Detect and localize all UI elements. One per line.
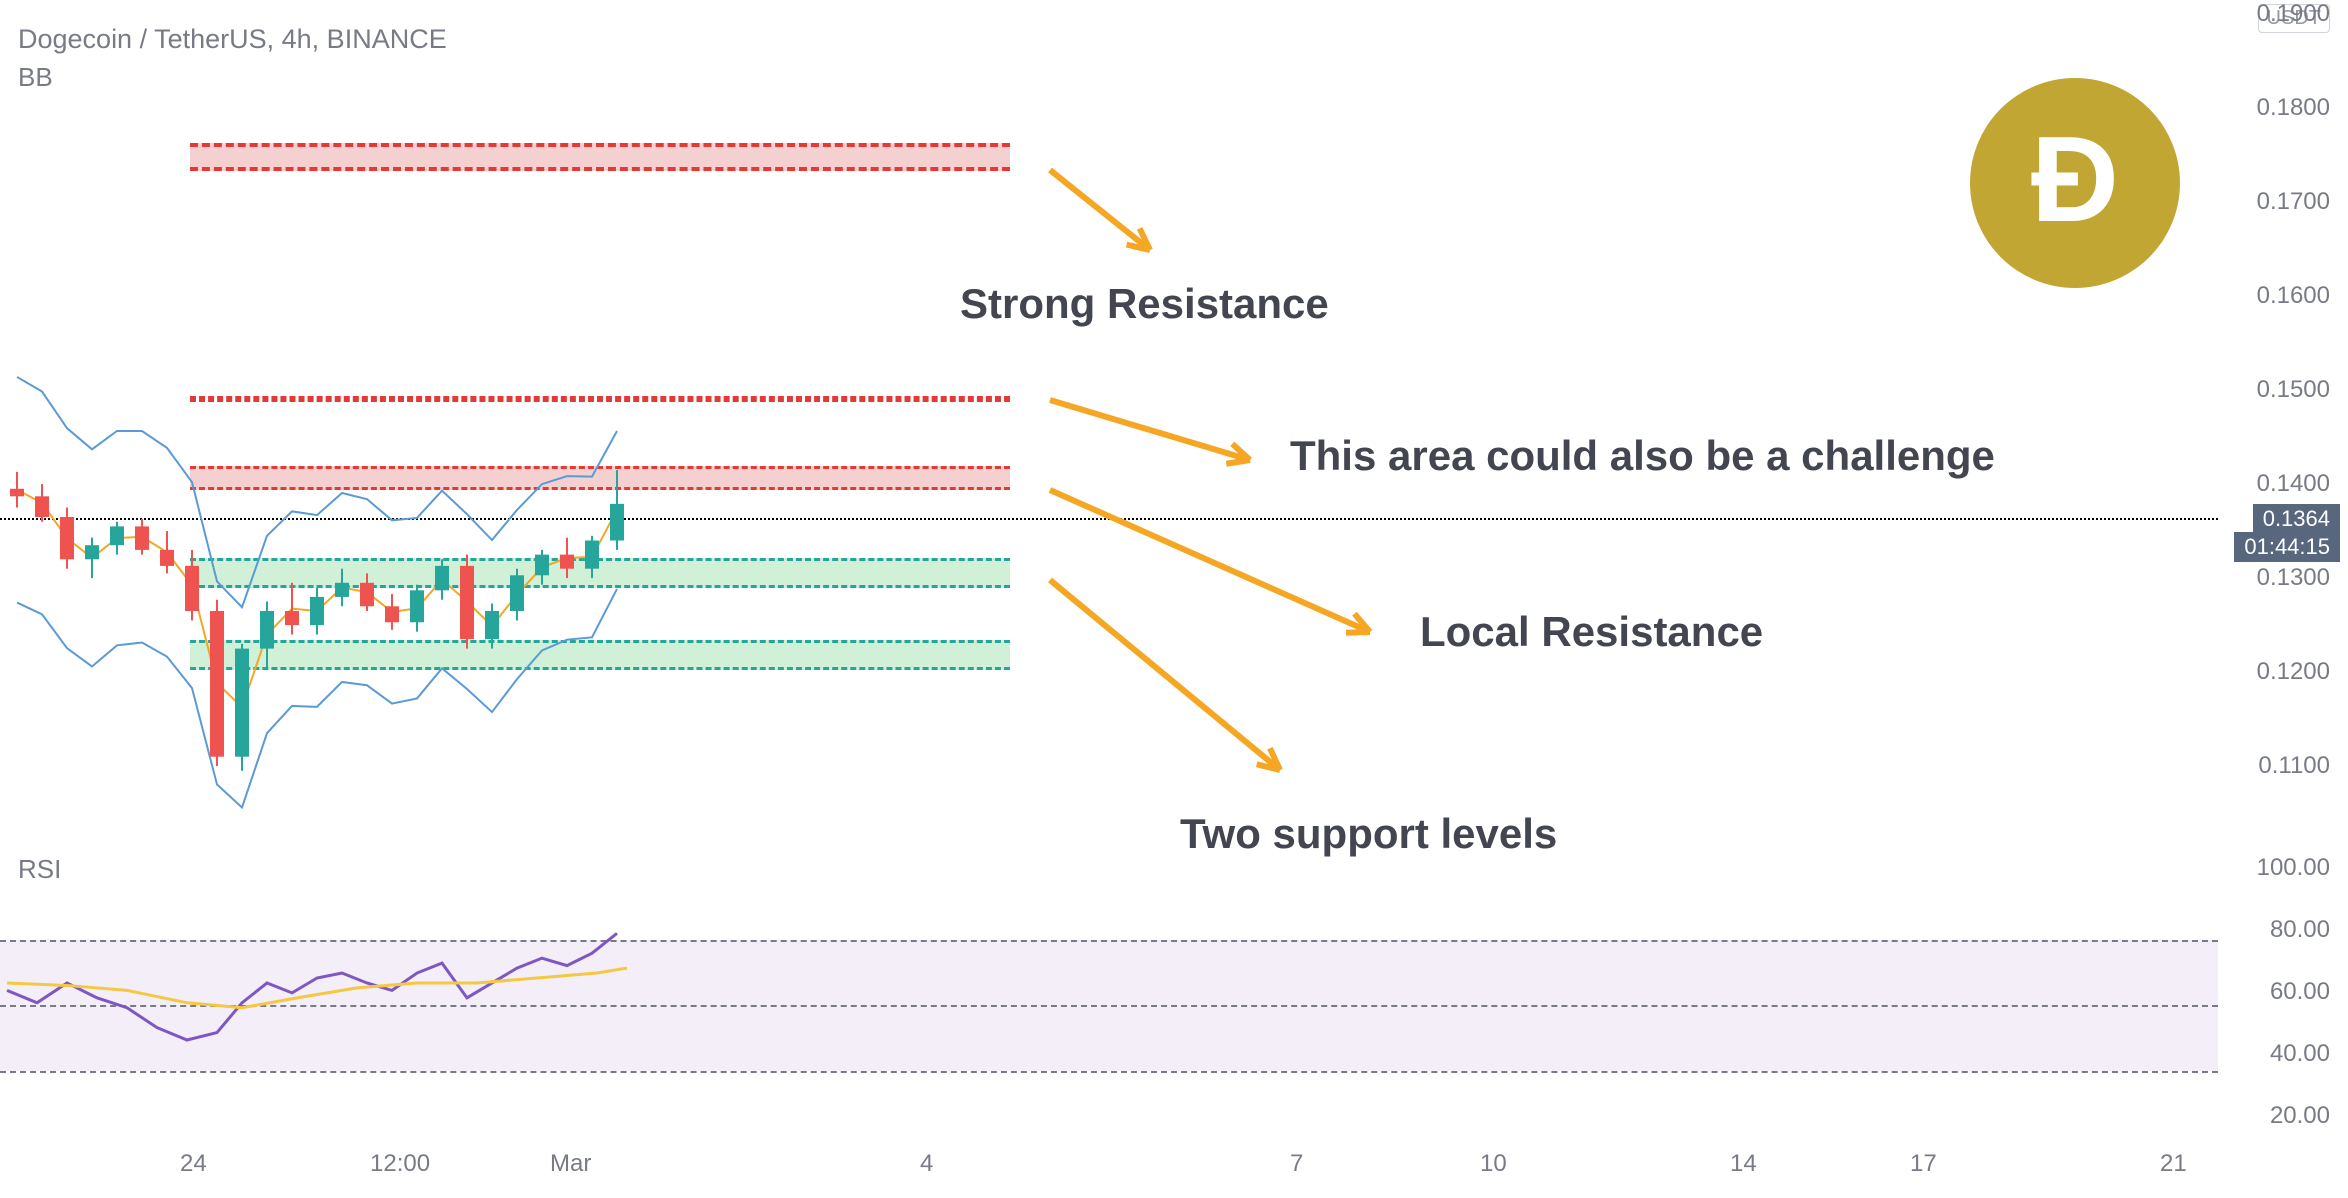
countdown-badge: 01:44:15 [2234,532,2340,562]
rsi-axis-label: 20.00 [2270,1102,2330,1130]
challenge-label: This area could also be a challenge [1290,432,1995,480]
time-axis-label: 21 [2160,1150,2187,1178]
rsi-axis-label: 60.00 [2270,978,2330,1006]
rsi-axis-label: 80.00 [2270,916,2330,944]
svg-text:Ð: Ð [2031,111,2119,247]
current-price-badge: 0.1364 [2253,504,2340,534]
price-axis-label: 0.1800 [2257,94,2330,122]
price-axis-label: 0.1400 [2257,470,2330,498]
price-axis-label: 0.1200 [2257,658,2330,686]
time-axis-label: 17 [1910,1150,1937,1178]
price-axis-label: 0.1300 [2257,564,2330,592]
price-axis-label: 0.1600 [2257,282,2330,310]
local-resistance-label: Local Resistance [1420,608,1763,656]
rsi-axis-label: 100.00 [2257,854,2330,882]
rsi-chart[interactable] [0,854,2218,1134]
time-axis-label: 7 [1290,1150,1303,1178]
chart-container: Dogecoin / TetherUS, 4h, BINANCE BB RSI … [0,0,2348,1198]
price-axis-label: 0.1900 [2257,0,2330,28]
time-axis-label: 12:00 [370,1150,430,1178]
price-axis-label: 0.1500 [2257,376,2330,404]
time-axis-label: 4 [920,1150,933,1178]
strong-resistance-label: Strong Resistance [960,280,1329,328]
time-axis-label: 10 [1480,1150,1507,1178]
dogecoin-logo-icon: Ð [1970,78,2180,288]
time-axis-label: Mar [550,1150,591,1178]
time-axis-label: 24 [180,1150,207,1178]
price-chart[interactable] [0,0,2218,846]
price-axis-label: 0.1100 [2258,752,2330,780]
rsi-axis-label: 40.00 [2270,1040,2330,1068]
price-axis-label: 0.1700 [2257,188,2330,216]
support-label: Two support levels [1180,810,1557,858]
time-axis-label: 14 [1730,1150,1757,1178]
